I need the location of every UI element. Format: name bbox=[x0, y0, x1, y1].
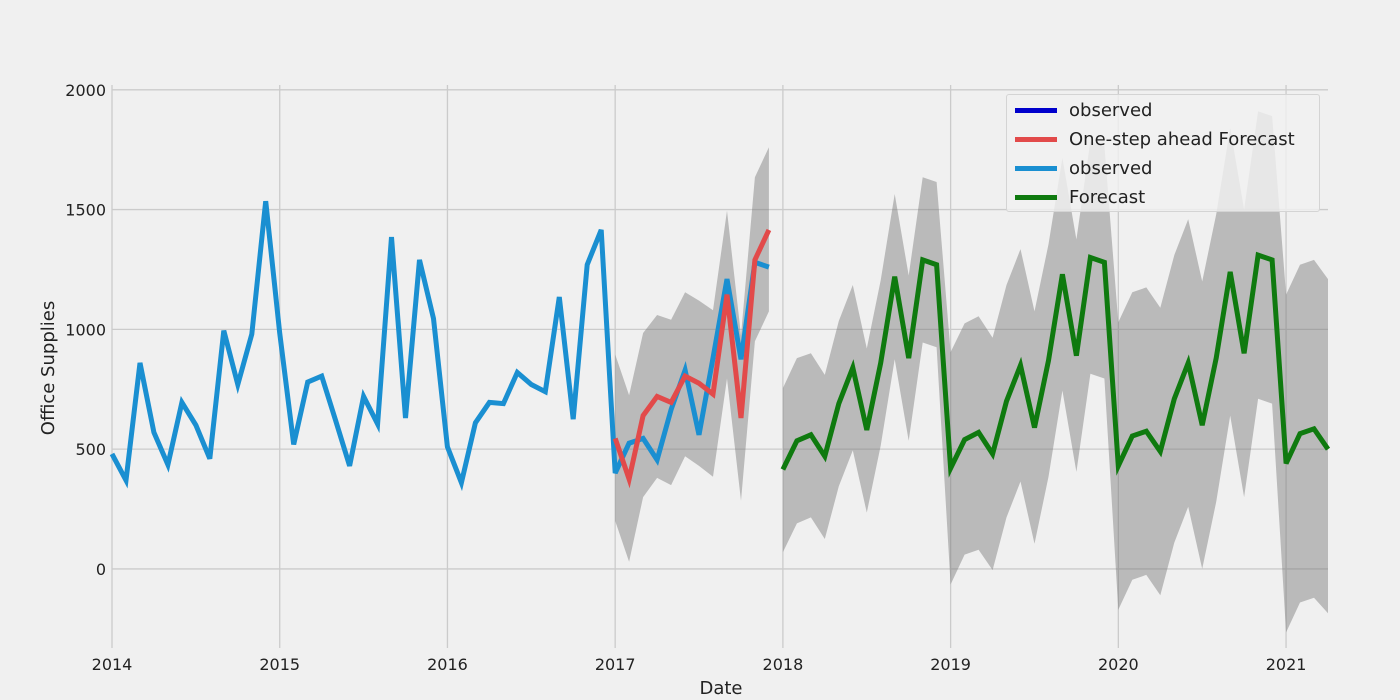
legend-swatch bbox=[1015, 136, 1057, 142]
legend-swatch bbox=[1015, 165, 1057, 171]
series-line-observed bbox=[109, 200, 770, 492]
series-line-forecast bbox=[780, 251, 1331, 478]
legend-swatch bbox=[1015, 194, 1057, 200]
x-tick-label: 2015 bbox=[259, 655, 300, 674]
x-tick-label: 2014 bbox=[92, 655, 133, 674]
y-tick-label: 2000 bbox=[65, 81, 106, 100]
series-lines bbox=[109, 200, 1331, 492]
legend: observed One-step ahead Forecast observe… bbox=[1006, 94, 1320, 212]
y-tick-label: 1500 bbox=[65, 201, 106, 220]
legend-label: Forecast bbox=[1069, 186, 1146, 208]
x-tick-label: 2020 bbox=[1098, 655, 1139, 674]
y-tick-label: 500 bbox=[75, 440, 106, 459]
x-axis-label: Date bbox=[699, 678, 742, 699]
y-axis-label: Office Supplies bbox=[38, 301, 59, 435]
x-tick-label: 2018 bbox=[763, 655, 804, 674]
y-tick-label: 1000 bbox=[65, 320, 106, 339]
legend-label: One-step ahead Forecast bbox=[1069, 128, 1295, 150]
legend-swatch bbox=[1015, 107, 1057, 113]
confidence-band bbox=[782, 111, 1328, 633]
x-tick-label: 2019 bbox=[930, 655, 971, 674]
tick-labels: 0 500 1000 1500 2000 2014 2015 2016 2017 2018 2019… bbox=[65, 81, 1306, 674]
x-tick-label: 2021 bbox=[1266, 655, 1307, 674]
x-tick-label: 2017 bbox=[595, 655, 636, 674]
legend-item-observed-2: observed bbox=[1015, 155, 1152, 181]
y-tick-label: 0 bbox=[96, 560, 106, 579]
x-tick-label: 2016 bbox=[427, 655, 468, 674]
legend-label: observed bbox=[1069, 157, 1153, 179]
series-line-one-step-ahead-forecast bbox=[612, 228, 772, 489]
legend-label: observed bbox=[1069, 99, 1153, 121]
legend-item-forecast: Forecast bbox=[1015, 184, 1145, 210]
legend-item-observed: observed bbox=[1015, 97, 1152, 123]
legend-item-one-step-forecast: One-step ahead Forecast bbox=[1015, 126, 1295, 152]
